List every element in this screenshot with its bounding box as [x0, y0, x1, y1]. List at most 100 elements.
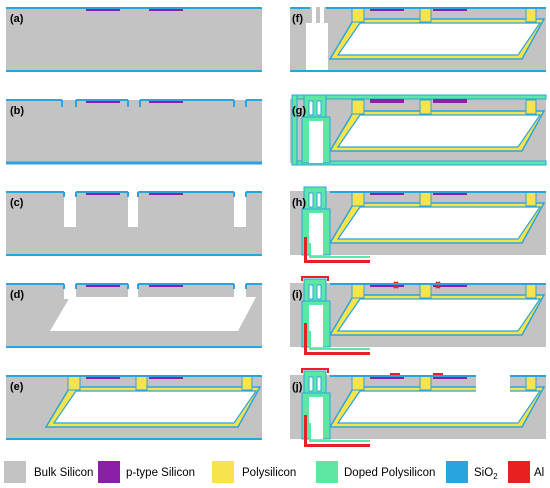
polysilicon-plug: [419, 283, 432, 299]
through-void: [309, 213, 323, 255]
anchor-slot-1: [308, 376, 314, 392]
trench-opening: [234, 97, 246, 100]
polysilicon-plug: [135, 375, 148, 391]
doped-poly-anchor: [303, 94, 327, 118]
through-slot-1: [312, 7, 316, 23]
deep-trench: [128, 191, 138, 227]
deep-trench: [64, 191, 76, 227]
panel-i: [290, 276, 546, 355]
doped-poly-anchor: [303, 370, 327, 394]
legend-swatch-doped-polysilicon: [316, 461, 338, 483]
cavity: [336, 390, 542, 424]
polysilicon-plug: [419, 99, 432, 115]
panel-f: [290, 7, 546, 72]
polysilicon-plug: [241, 375, 253, 391]
trench: [128, 283, 138, 299]
anchor-slot-1: [308, 192, 314, 208]
polysilicon-plug: [419, 7, 432, 23]
released-cavity: [50, 297, 256, 331]
anchor-slot-2: [316, 100, 322, 116]
al-backside: [304, 237, 370, 263]
legend-swatch-p-type-silicon: [98, 461, 120, 483]
panel-h: [290, 186, 546, 263]
panel-e: [6, 375, 262, 440]
polysilicon-plug: [351, 7, 365, 23]
panel-a: [6, 7, 262, 72]
trench-opening: [62, 97, 76, 100]
label-j: (j): [292, 381, 303, 393]
anchor-slot-1: [308, 284, 314, 300]
legend-label-p-type-silicon: p-type Silicon: [126, 467, 195, 479]
polysilicon-plug: [419, 375, 432, 391]
deep-trench: [234, 191, 246, 227]
legend-label-bulk-silicon: Bulk Silicon: [34, 467, 93, 479]
polysilicon-plug: [67, 375, 81, 391]
through-slot-2: [320, 7, 324, 23]
polysilicon-plug: [351, 283, 365, 299]
legend-label-polysilicon: Polysilicon: [242, 467, 296, 479]
panel-j: [290, 368, 546, 447]
anchor-slot-2: [316, 192, 322, 208]
bulk-silicon: [6, 99, 262, 163]
anchor-slot-2: [316, 376, 322, 392]
trench-opening: [128, 97, 140, 100]
label-h: (h): [292, 197, 306, 209]
polysilicon-plug: [525, 283, 537, 299]
panel-b: [6, 97, 262, 165]
polysilicon-plug: [525, 375, 537, 391]
p-type-region-2: [433, 99, 467, 103]
doped-poly-left: [291, 94, 298, 166]
polysilicon-plug: [525, 99, 537, 115]
al-top-cap: [301, 276, 329, 281]
p-type-region-1: [370, 99, 404, 103]
polysilicon-plug: [351, 191, 365, 207]
polysilicon-plug: [525, 7, 537, 23]
release-opening: [476, 375, 510, 393]
legend-swatch-al: [508, 461, 530, 483]
panel-c: [6, 191, 262, 256]
doped-poly-backside: [309, 423, 370, 442]
legend-swatch-bulk-silicon: [4, 461, 26, 483]
label-i: (i): [292, 289, 303, 301]
label-e: (e): [10, 381, 24, 393]
polysilicon-plug: [351, 99, 365, 115]
panels: [6, 7, 547, 447]
bulk-silicon: [6, 7, 262, 71]
label-d: (d): [10, 289, 24, 301]
through-void: [309, 397, 323, 439]
legend-label-doped-polysilicon: Doped Polysilicon: [344, 467, 435, 479]
doped-poly-anchor: [303, 278, 327, 302]
through-void: [309, 121, 323, 163]
through-opening: [306, 23, 328, 71]
label-b: (b): [10, 105, 24, 117]
trench: [64, 283, 76, 299]
cavity: [336, 206, 542, 240]
trench: [234, 283, 246, 299]
label-f: (f): [292, 13, 303, 25]
panel-g: [290, 94, 547, 166]
anchor-slot-2: [316, 284, 322, 300]
label-c: (c): [10, 197, 24, 209]
legend-swatch-sio2: [446, 461, 468, 483]
doped-poly-backside: [309, 243, 370, 258]
legend: Bulk Silicon p-type Silicon Polysilicon …: [4, 461, 544, 483]
doped-poly-backside: [309, 331, 370, 350]
legend-swatch-polysilicon: [212, 461, 234, 483]
polysilicon-plug: [351, 375, 365, 391]
cavity: [336, 298, 542, 332]
polysilicon-plug: [419, 191, 432, 207]
legend-label-sio2: SiO2: [474, 467, 498, 481]
through-void: [309, 305, 323, 347]
al-top-cap: [301, 368, 329, 373]
al-contact-1: [390, 373, 400, 376]
legend-label-al: Al: [534, 467, 544, 479]
anchor-slot-1: [308, 100, 314, 116]
doped-poly-top: [291, 94, 547, 100]
cavity: [336, 114, 542, 148]
panel-d: [6, 283, 262, 348]
polysilicon-plug: [525, 191, 537, 207]
al-contact-2: [433, 373, 443, 376]
label-a: (a): [10, 13, 24, 25]
label-g: (g): [292, 105, 306, 117]
